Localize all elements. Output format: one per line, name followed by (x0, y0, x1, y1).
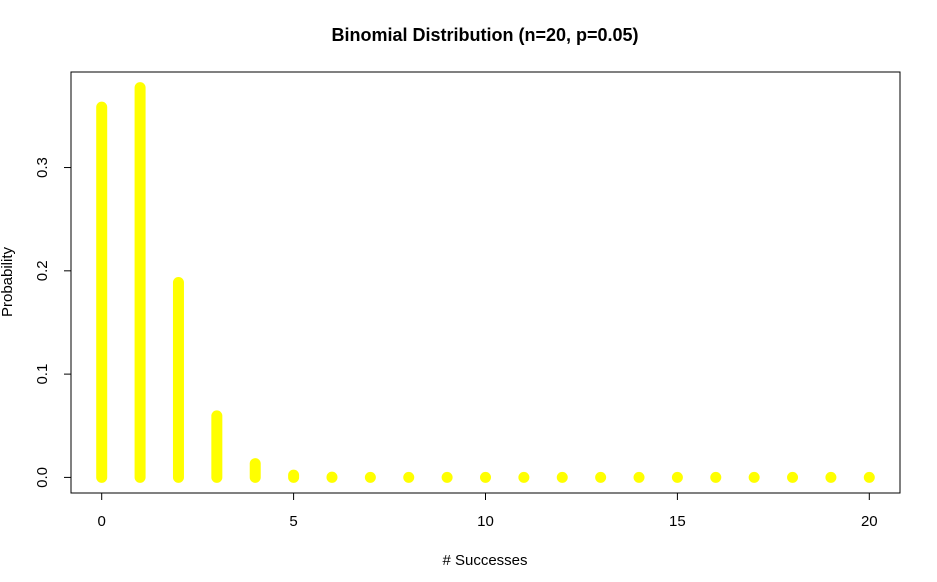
chart-title: Binomial Distribution (n=20, p=0.05) (331, 25, 638, 45)
y-tick-label: 0.3 (34, 157, 51, 178)
y-tick-label: 0.0 (34, 467, 51, 488)
y-axis: 0.0 0.1 0.2 0.3 (34, 157, 72, 488)
x-axis-label: # Successes (442, 552, 527, 569)
y-tick-label: 0.2 (34, 260, 51, 281)
x-tick-label: 0 (98, 513, 106, 530)
x-tick-label: 20 (861, 513, 878, 530)
plot-frame (70, 71, 901, 494)
bars-group (96, 82, 875, 483)
x-tick-label: 5 (289, 513, 297, 530)
x-axis: 0 5 10 15 20 (98, 492, 878, 530)
x-tick-label: 10 (477, 513, 494, 530)
x-tick-label: 15 (669, 513, 686, 530)
y-axis-label: Probability (0, 246, 16, 317)
y-tick-label: 0.1 (34, 364, 51, 385)
